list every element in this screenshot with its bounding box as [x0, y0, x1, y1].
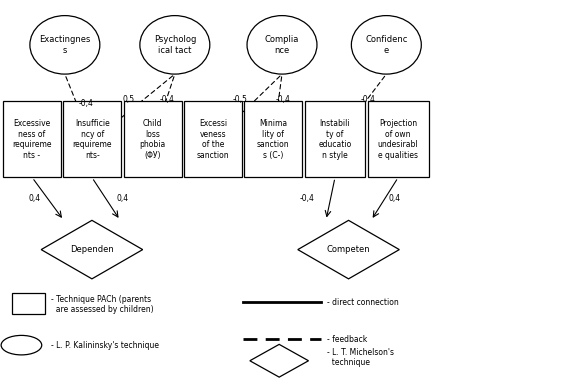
Text: Complia
nce: Complia nce	[265, 35, 299, 55]
Text: 0,4: 0,4	[117, 194, 129, 204]
Text: Excessi
veness
of the
sanction: Excessi veness of the sanction	[197, 119, 229, 160]
Bar	[3, 101, 61, 177]
Bar	[63, 101, 121, 177]
Text: 0,5: 0,5	[122, 95, 135, 104]
Text: Insufficie
ncy of
requireme
nts-: Insufficie ncy of requireme nts-	[72, 119, 112, 160]
Text: Child
loss
phobia
(ΦУ): Child loss phobia (ΦУ)	[139, 119, 166, 160]
Text: - Technique PACh (parents
  are assessed by children): - Technique PACh (parents are assessed b…	[51, 294, 153, 314]
Text: 0,4: 0,4	[29, 194, 41, 204]
Text: Excessive
ness of
requireme
nts -: Excessive ness of requireme nts -	[12, 119, 52, 160]
Text: - L. P. Kalininsky's technique: - L. P. Kalininsky's technique	[51, 340, 158, 350]
Bar	[305, 101, 365, 177]
Text: -0,4: -0,4	[360, 95, 375, 104]
Bar	[12, 292, 45, 314]
Text: Exactingnes
s: Exactingnes s	[39, 35, 91, 55]
Text: Confidenc
e: Confidenc e	[365, 35, 408, 55]
Text: -0,4: -0,4	[78, 99, 93, 108]
Text: -0,4: -0,4	[275, 95, 290, 104]
Text: -0,5: -0,5	[232, 95, 247, 104]
Text: - feedback: - feedback	[327, 335, 367, 344]
Bar	[244, 101, 302, 177]
Text: Instabili
ty of
educatio
n style: Instabili ty of educatio n style	[319, 119, 351, 160]
Text: Psycholog
ical tact: Psycholog ical tact	[153, 35, 196, 55]
Text: Dependen: Dependen	[70, 245, 114, 254]
Bar	[184, 101, 242, 177]
Text: - L. T. Michelson's
  technique: - L. T. Michelson's technique	[327, 348, 394, 367]
Text: -0,4: -0,4	[299, 194, 314, 204]
Bar	[368, 101, 429, 177]
Text: Projection
of own
undesirabl
e qualities: Projection of own undesirabl e qualities	[378, 119, 418, 160]
Text: Minima
lity of
sanction
s (C-): Minima lity of sanction s (C-)	[257, 119, 289, 160]
Text: 0,4: 0,4	[389, 194, 401, 204]
Text: -0,4: -0,4	[160, 95, 174, 104]
Bar	[124, 101, 182, 177]
Text: - direct connection: - direct connection	[327, 298, 399, 307]
Text: Competen: Competen	[327, 245, 371, 254]
